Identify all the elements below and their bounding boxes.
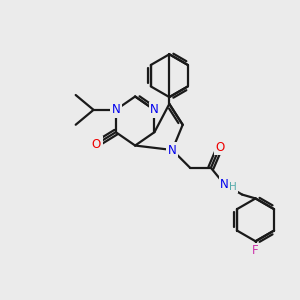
Text: F: F [252,244,259,257]
Text: N: N [220,178,229,191]
Text: H: H [229,182,236,192]
Text: N: N [111,103,120,116]
Text: N: N [168,143,177,157]
Text: O: O [92,138,101,151]
Text: N: N [150,103,159,116]
Text: O: O [215,140,224,154]
